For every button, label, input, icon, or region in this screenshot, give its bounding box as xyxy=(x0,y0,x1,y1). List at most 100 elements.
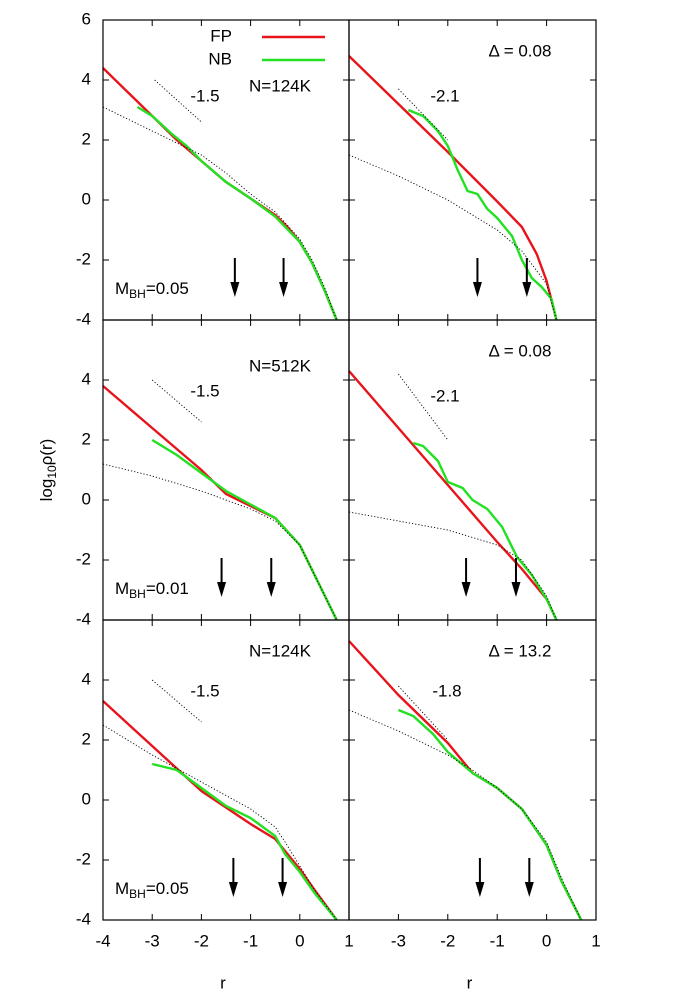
annotation: N=124K xyxy=(249,76,312,95)
annotation-sub: BH xyxy=(129,887,146,901)
arrow-head xyxy=(522,282,532,297)
reference-line xyxy=(348,511,557,621)
data-line xyxy=(348,640,583,921)
annotation-main: M xyxy=(115,279,129,298)
arrow-head xyxy=(511,582,521,597)
data-line xyxy=(102,700,338,921)
y-tick-label: 2 xyxy=(82,429,91,448)
y-tick-label: -4 xyxy=(76,909,91,928)
y-tick-label: -2 xyxy=(76,849,91,868)
arrow-head xyxy=(228,882,238,897)
arrow-head xyxy=(524,882,534,897)
y-tick-label: 4 xyxy=(82,669,91,688)
x-tick-label: 0 xyxy=(295,931,304,950)
annotation-rest: =0.01 xyxy=(146,579,189,598)
x-tick-label: 0 xyxy=(542,931,551,950)
arrow xyxy=(230,258,240,297)
arrow xyxy=(472,258,482,297)
panel-frame xyxy=(102,319,350,621)
annotation: MBH=0.05 xyxy=(115,879,189,901)
x-tick-label: -1 xyxy=(490,931,505,950)
annotation: Δ = 0.08 xyxy=(489,41,552,60)
data-line xyxy=(136,105,338,321)
x-tick-label: 1 xyxy=(344,931,353,950)
annotation: Δ = 13.2 xyxy=(489,641,552,660)
legend-label: FP xyxy=(210,26,232,45)
y-tick-label: -2 xyxy=(76,549,91,568)
x-tick-label: -4 xyxy=(95,931,110,950)
y-tick-label: 4 xyxy=(82,69,91,88)
arrow-head xyxy=(279,282,289,297)
y-tick-label: 2 xyxy=(82,129,91,148)
annotation-sub: BH xyxy=(129,587,146,601)
arrow-head xyxy=(230,282,240,297)
annotation-rest: =0.05 xyxy=(146,879,189,898)
data-line xyxy=(412,441,558,621)
slope-label: -1.5 xyxy=(190,681,219,700)
x-tick-label: -3 xyxy=(145,931,160,950)
x-tick-label: 1 xyxy=(591,931,600,950)
slope-label: -1.5 xyxy=(190,86,219,105)
annotation-main: M xyxy=(115,879,129,898)
y-tick-label: 0 xyxy=(82,189,91,208)
legend-label: NB xyxy=(208,49,232,68)
data-line xyxy=(407,108,558,321)
annotation: N=512K xyxy=(249,356,312,375)
arrow xyxy=(266,558,276,597)
y-tick-label: -4 xyxy=(76,309,91,328)
annotation-main: M xyxy=(115,579,129,598)
data-line xyxy=(348,370,558,621)
x-axis-label: r xyxy=(220,973,226,992)
slope-guide xyxy=(398,373,449,441)
arrow xyxy=(278,858,288,897)
slope-guide xyxy=(151,379,202,423)
slope-label: -1.5 xyxy=(190,381,219,400)
y-tick-label: 6 xyxy=(82,9,91,28)
arrow xyxy=(228,858,238,897)
y-tick-label: -2 xyxy=(76,249,91,268)
arrow-head xyxy=(475,882,485,897)
y-tick-label: 0 xyxy=(82,489,91,508)
annotation: Δ = 0.08 xyxy=(489,341,552,360)
arrow-head xyxy=(217,582,227,597)
x-tick-label: -3 xyxy=(391,931,406,950)
panel-frame xyxy=(348,319,597,621)
slope-guide xyxy=(151,679,202,723)
data-line xyxy=(397,708,583,921)
y-axis-label: log10ρ(r) xyxy=(37,439,59,502)
y-tick-label: 4 xyxy=(82,369,91,388)
arrow xyxy=(524,858,534,897)
arrow xyxy=(279,258,289,297)
y-tick-label: -4 xyxy=(76,609,91,628)
annotation-rest: =0.05 xyxy=(146,279,189,298)
slope-guide xyxy=(154,79,202,123)
arrow-head xyxy=(461,582,471,597)
arrow xyxy=(511,558,521,597)
data-line xyxy=(348,55,558,321)
annotation: N=124K xyxy=(249,641,312,660)
arrow xyxy=(522,258,532,297)
y-tick-label: 2 xyxy=(82,729,91,748)
arrow-head xyxy=(472,282,482,297)
data-line xyxy=(151,438,338,621)
reference-line xyxy=(102,106,338,321)
panel-frame xyxy=(348,619,597,921)
panel-frame xyxy=(102,619,350,921)
x-tick-label: -2 xyxy=(194,931,209,950)
slope-label: -2.1 xyxy=(430,86,459,105)
slope-label: -2.1 xyxy=(430,386,459,405)
panel-frame xyxy=(348,19,597,321)
reference-line xyxy=(102,463,338,621)
slope-guide xyxy=(398,88,449,141)
x-axis-label: r xyxy=(467,973,473,992)
data-line xyxy=(151,762,338,921)
y-axis-label-rest: ρ(r) xyxy=(37,439,56,466)
annotation: MBH=0.05 xyxy=(115,279,189,301)
reference-line xyxy=(348,709,582,921)
slope-guide xyxy=(398,685,449,741)
arrow-head xyxy=(278,882,288,897)
arrow xyxy=(475,858,485,897)
arrow-head xyxy=(266,582,276,597)
